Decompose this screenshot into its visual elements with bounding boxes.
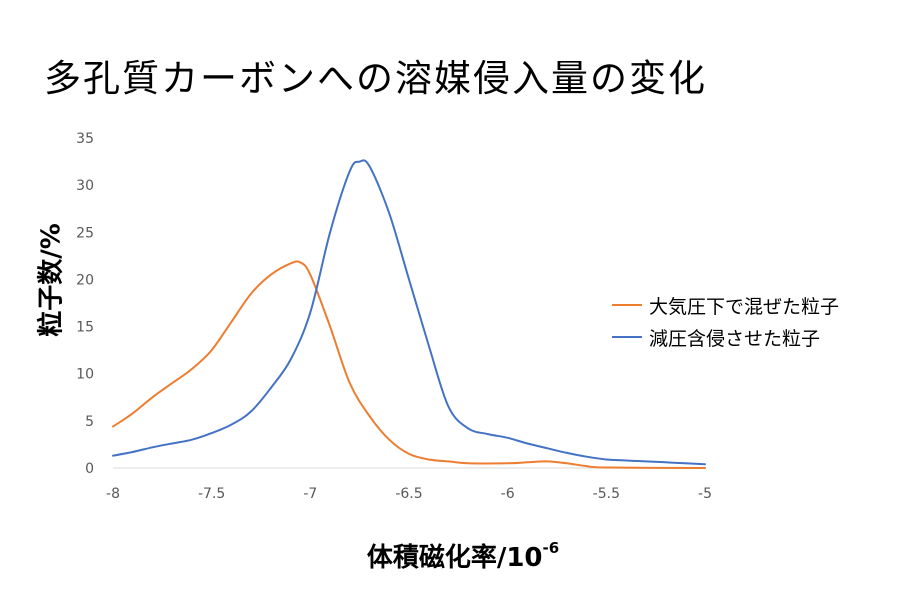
x-tick-label: -7 xyxy=(303,486,317,502)
x-tick-label: -5 xyxy=(698,486,712,502)
y-tick-label: 0 xyxy=(85,461,94,477)
x-axis-label-text: 体積磁化率/10 xyxy=(366,543,543,573)
series-layer xyxy=(112,159,706,469)
x-tick-label: -7.5 xyxy=(198,486,225,502)
legend-label-series-2: 減圧含侵させた粒子 xyxy=(649,327,821,350)
legend-swatch-series-1 xyxy=(612,304,642,306)
x-axis-label-exponent: -6 xyxy=(542,539,560,558)
y-tick-label: 5 xyxy=(85,414,94,430)
x-axis-ticks: -8 -7.5 -7 -6.5 -6 -5.5 -5 xyxy=(106,486,712,502)
x-tick-label: -6 xyxy=(501,486,515,502)
x-tick-label: -5.5 xyxy=(593,486,620,502)
slide-title: 多孔質カーボンへの溶媒侵入量の変化 xyxy=(44,57,707,100)
legend-label-series-1: 大気圧下で混ぜた粒子 xyxy=(649,295,840,318)
y-tick-label: 20 xyxy=(76,272,94,288)
y-axis-label: 粒子数/% xyxy=(36,223,67,337)
y-tick-label: 10 xyxy=(76,367,94,383)
y-axis-ticks: 0 5 10 15 20 25 30 35 xyxy=(76,131,94,477)
y-tick-label: 15 xyxy=(76,320,94,336)
y-tick-label: 30 xyxy=(76,178,94,194)
x-tick-label: -8 xyxy=(106,486,120,502)
series-line-1 xyxy=(112,260,706,469)
legend-swatch-series-2 xyxy=(612,336,642,338)
legend-item-series-2: 減圧含侵させた粒子 xyxy=(612,321,839,353)
legend-item-series-1: 大気圧下で混ぜた粒子 xyxy=(612,289,839,321)
y-tick-label: 35 xyxy=(76,131,94,147)
x-axis-label: 体積磁化率/10-6 xyxy=(367,537,559,574)
chart-legend: 大気圧下で混ぜた粒子 減圧含侵させた粒子 xyxy=(612,289,839,353)
x-tick-label: -6.5 xyxy=(395,486,422,502)
y-tick-label: 25 xyxy=(76,225,94,241)
series-line-2 xyxy=(112,159,706,466)
